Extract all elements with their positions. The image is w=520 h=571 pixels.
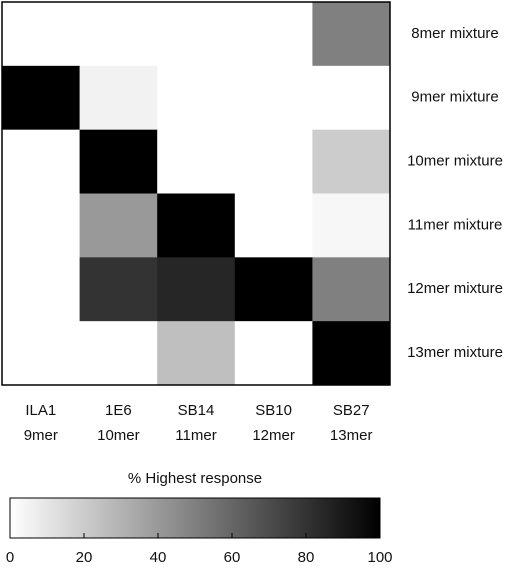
heatmap-cell [157, 257, 236, 322]
heatmap-cell [2, 65, 81, 131]
heatmap-cell [79, 2, 158, 67]
column-label: SB14 [178, 402, 215, 419]
colorbar-tick-label: 0 [6, 549, 14, 566]
row-label: 11mer mixture [408, 216, 503, 233]
heatmap-cell [234, 2, 313, 67]
row-label: 9mer mixture [411, 89, 499, 106]
heatmap-cell [79, 129, 158, 194]
colorbar-tick-label: 100 [367, 549, 392, 566]
heatmap-cell [79, 257, 158, 322]
heatmap-cell [79, 65, 158, 131]
colorbar-tick-label: 20 [76, 549, 93, 566]
column-label: ILA1 [25, 402, 56, 419]
heatmap-cell [157, 2, 236, 67]
column-label: 1E6 [105, 402, 132, 419]
column-label: SB10 [255, 402, 292, 419]
colorbar-tick-label: 40 [150, 549, 167, 566]
heatmap-cell [312, 257, 391, 322]
heatmap-cell [79, 193, 158, 258]
heatmap-cell [234, 257, 313, 322]
column-sublabel: 9mer [24, 427, 58, 444]
heatmap-cell [2, 2, 81, 67]
column-sublabel: 11mer [175, 427, 216, 444]
heatmap-cell [157, 129, 236, 194]
heatmap-cell [2, 321, 81, 386]
heatmap-cell [157, 193, 236, 258]
heatmap-cell [234, 129, 313, 194]
heatmap-cell [157, 321, 236, 386]
row-label: 8mer mixture [411, 25, 499, 42]
row-label: 12mer mixture [407, 280, 503, 297]
colorbar-title: % Highest response [128, 470, 262, 487]
heatmap-cell [312, 129, 391, 194]
heatmap-cell [312, 193, 391, 258]
column-sublabel: 10mer [97, 427, 140, 444]
column-sublabel: 12mer [252, 427, 295, 444]
column-label: SB27 [333, 402, 370, 419]
heatmap-cell [312, 2, 391, 67]
heatmap-cell [312, 65, 391, 131]
row-label: 13mer mixture [407, 344, 503, 361]
heatmap-cell [234, 321, 313, 386]
colorbar-tick-label: 80 [298, 549, 315, 566]
heatmap-cell [79, 321, 158, 386]
column-sublabel: 13mer [330, 427, 373, 444]
heatmap-cell [234, 65, 313, 131]
heatmap-cell [234, 193, 313, 258]
heatmap-cell [157, 65, 236, 131]
colorbar-tick-label: 60 [224, 549, 241, 566]
heatmap-cell [2, 193, 81, 258]
heatmap-cell [2, 257, 81, 322]
colorbar [9, 497, 381, 539]
plot-border [1, 1, 391, 386]
row-label: 10mer mixture [407, 153, 503, 170]
heatmap-cell [312, 321, 391, 386]
heatmap-cell [2, 129, 81, 194]
